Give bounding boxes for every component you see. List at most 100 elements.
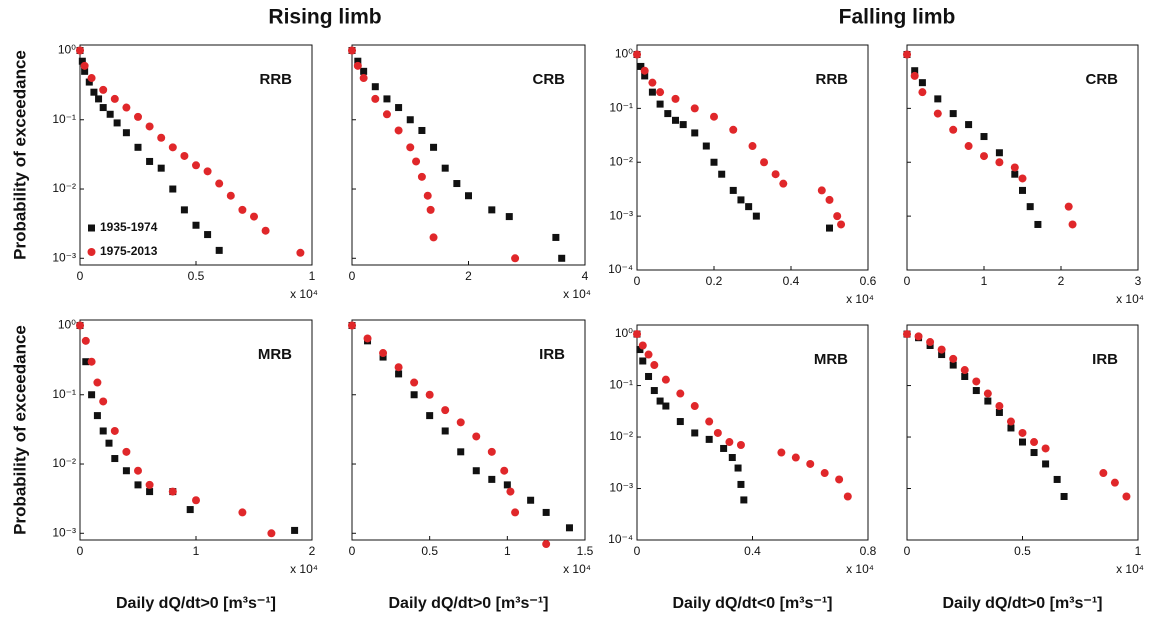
point: [511, 508, 520, 517]
point: [636, 346, 644, 354]
point: [146, 157, 154, 165]
point: [645, 372, 653, 380]
point: [1019, 186, 1026, 194]
point: [180, 151, 189, 160]
point: [980, 133, 988, 141]
point: [826, 224, 833, 232]
point: [488, 206, 496, 214]
point: [833, 212, 842, 221]
point: [429, 233, 438, 242]
y-tick-label: 10⁻²: [609, 429, 633, 443]
point: [379, 349, 388, 358]
point: [791, 453, 800, 462]
point: [710, 112, 718, 121]
point: [157, 164, 165, 172]
x-tick-label: 0: [77, 544, 84, 558]
point: [752, 212, 760, 220]
column-title: Rising limb: [268, 6, 381, 29]
point: [215, 179, 224, 188]
point: [771, 170, 780, 179]
x-tick-label: 0: [77, 269, 84, 283]
point: [995, 408, 1003, 416]
point: [837, 220, 846, 229]
point: [961, 372, 969, 380]
y-tick-label: 10⁻²: [609, 154, 633, 168]
point: [505, 213, 513, 221]
point: [729, 125, 738, 134]
y-tick-label: 10⁻³: [52, 525, 76, 539]
point: [690, 104, 699, 113]
y-tick-label: 10⁻¹: [609, 378, 633, 392]
point: [1030, 449, 1038, 457]
point: [710, 158, 718, 166]
point: [656, 397, 664, 405]
point: [168, 487, 177, 496]
x-tick-label: 0: [349, 544, 356, 558]
point: [705, 417, 714, 426]
point: [99, 104, 107, 112]
point: [1110, 478, 1119, 487]
point: [1068, 220, 1077, 229]
point: [650, 361, 659, 370]
point: [558, 254, 566, 262]
point: [662, 402, 670, 410]
point: [291, 526, 299, 534]
point: [656, 100, 664, 108]
y-tick-label: 10⁻¹: [609, 101, 633, 115]
point: [691, 129, 699, 137]
x-tick-label: 1.5: [577, 544, 594, 558]
point: [506, 487, 515, 496]
plot-frame: [906, 44, 1139, 271]
y-tick-label: 10⁻¹: [52, 112, 76, 126]
point: [1011, 170, 1019, 178]
point: [639, 357, 647, 365]
point: [918, 88, 927, 97]
point: [371, 94, 380, 103]
point: [204, 231, 212, 239]
point: [95, 95, 103, 103]
point: [820, 469, 829, 478]
point: [640, 66, 649, 75]
point: [1064, 202, 1073, 211]
panel-label: RRB: [260, 71, 293, 88]
point: [430, 143, 438, 151]
x-tick-label: 2: [309, 544, 316, 558]
point: [949, 354, 958, 363]
point: [76, 321, 84, 330]
point: [825, 195, 834, 204]
point: [192, 161, 200, 170]
x-multiplier: x 10⁴: [290, 287, 318, 301]
x-tick-label: 0.5: [421, 544, 438, 558]
point: [672, 116, 679, 124]
point: [110, 94, 119, 103]
point: [965, 121, 973, 129]
panel-label: RRB: [816, 71, 849, 88]
point: [122, 103, 131, 112]
point: [835, 475, 844, 484]
point: [734, 464, 742, 472]
point: [1010, 163, 1019, 172]
point: [82, 358, 90, 366]
point: [441, 406, 450, 415]
point: [441, 427, 449, 435]
x-tick-label: 0: [349, 269, 356, 283]
x-tick-label: 1: [193, 544, 200, 558]
point: [1018, 174, 1027, 183]
point: [296, 248, 305, 257]
point: [418, 126, 426, 134]
point: [542, 540, 551, 549]
point: [737, 480, 745, 488]
point: [918, 79, 926, 87]
y-tick-label: 10⁻³: [609, 481, 633, 495]
point: [88, 391, 96, 399]
point: [633, 50, 641, 59]
point: [203, 167, 212, 176]
point: [995, 149, 1003, 157]
y-axis-label: Probability of exceedance: [10, 325, 29, 535]
point: [111, 455, 119, 463]
point: [383, 95, 391, 103]
point: [1053, 475, 1061, 483]
point: [1041, 444, 1050, 453]
point: [911, 67, 919, 75]
panel-label: IRB: [1092, 351, 1118, 368]
